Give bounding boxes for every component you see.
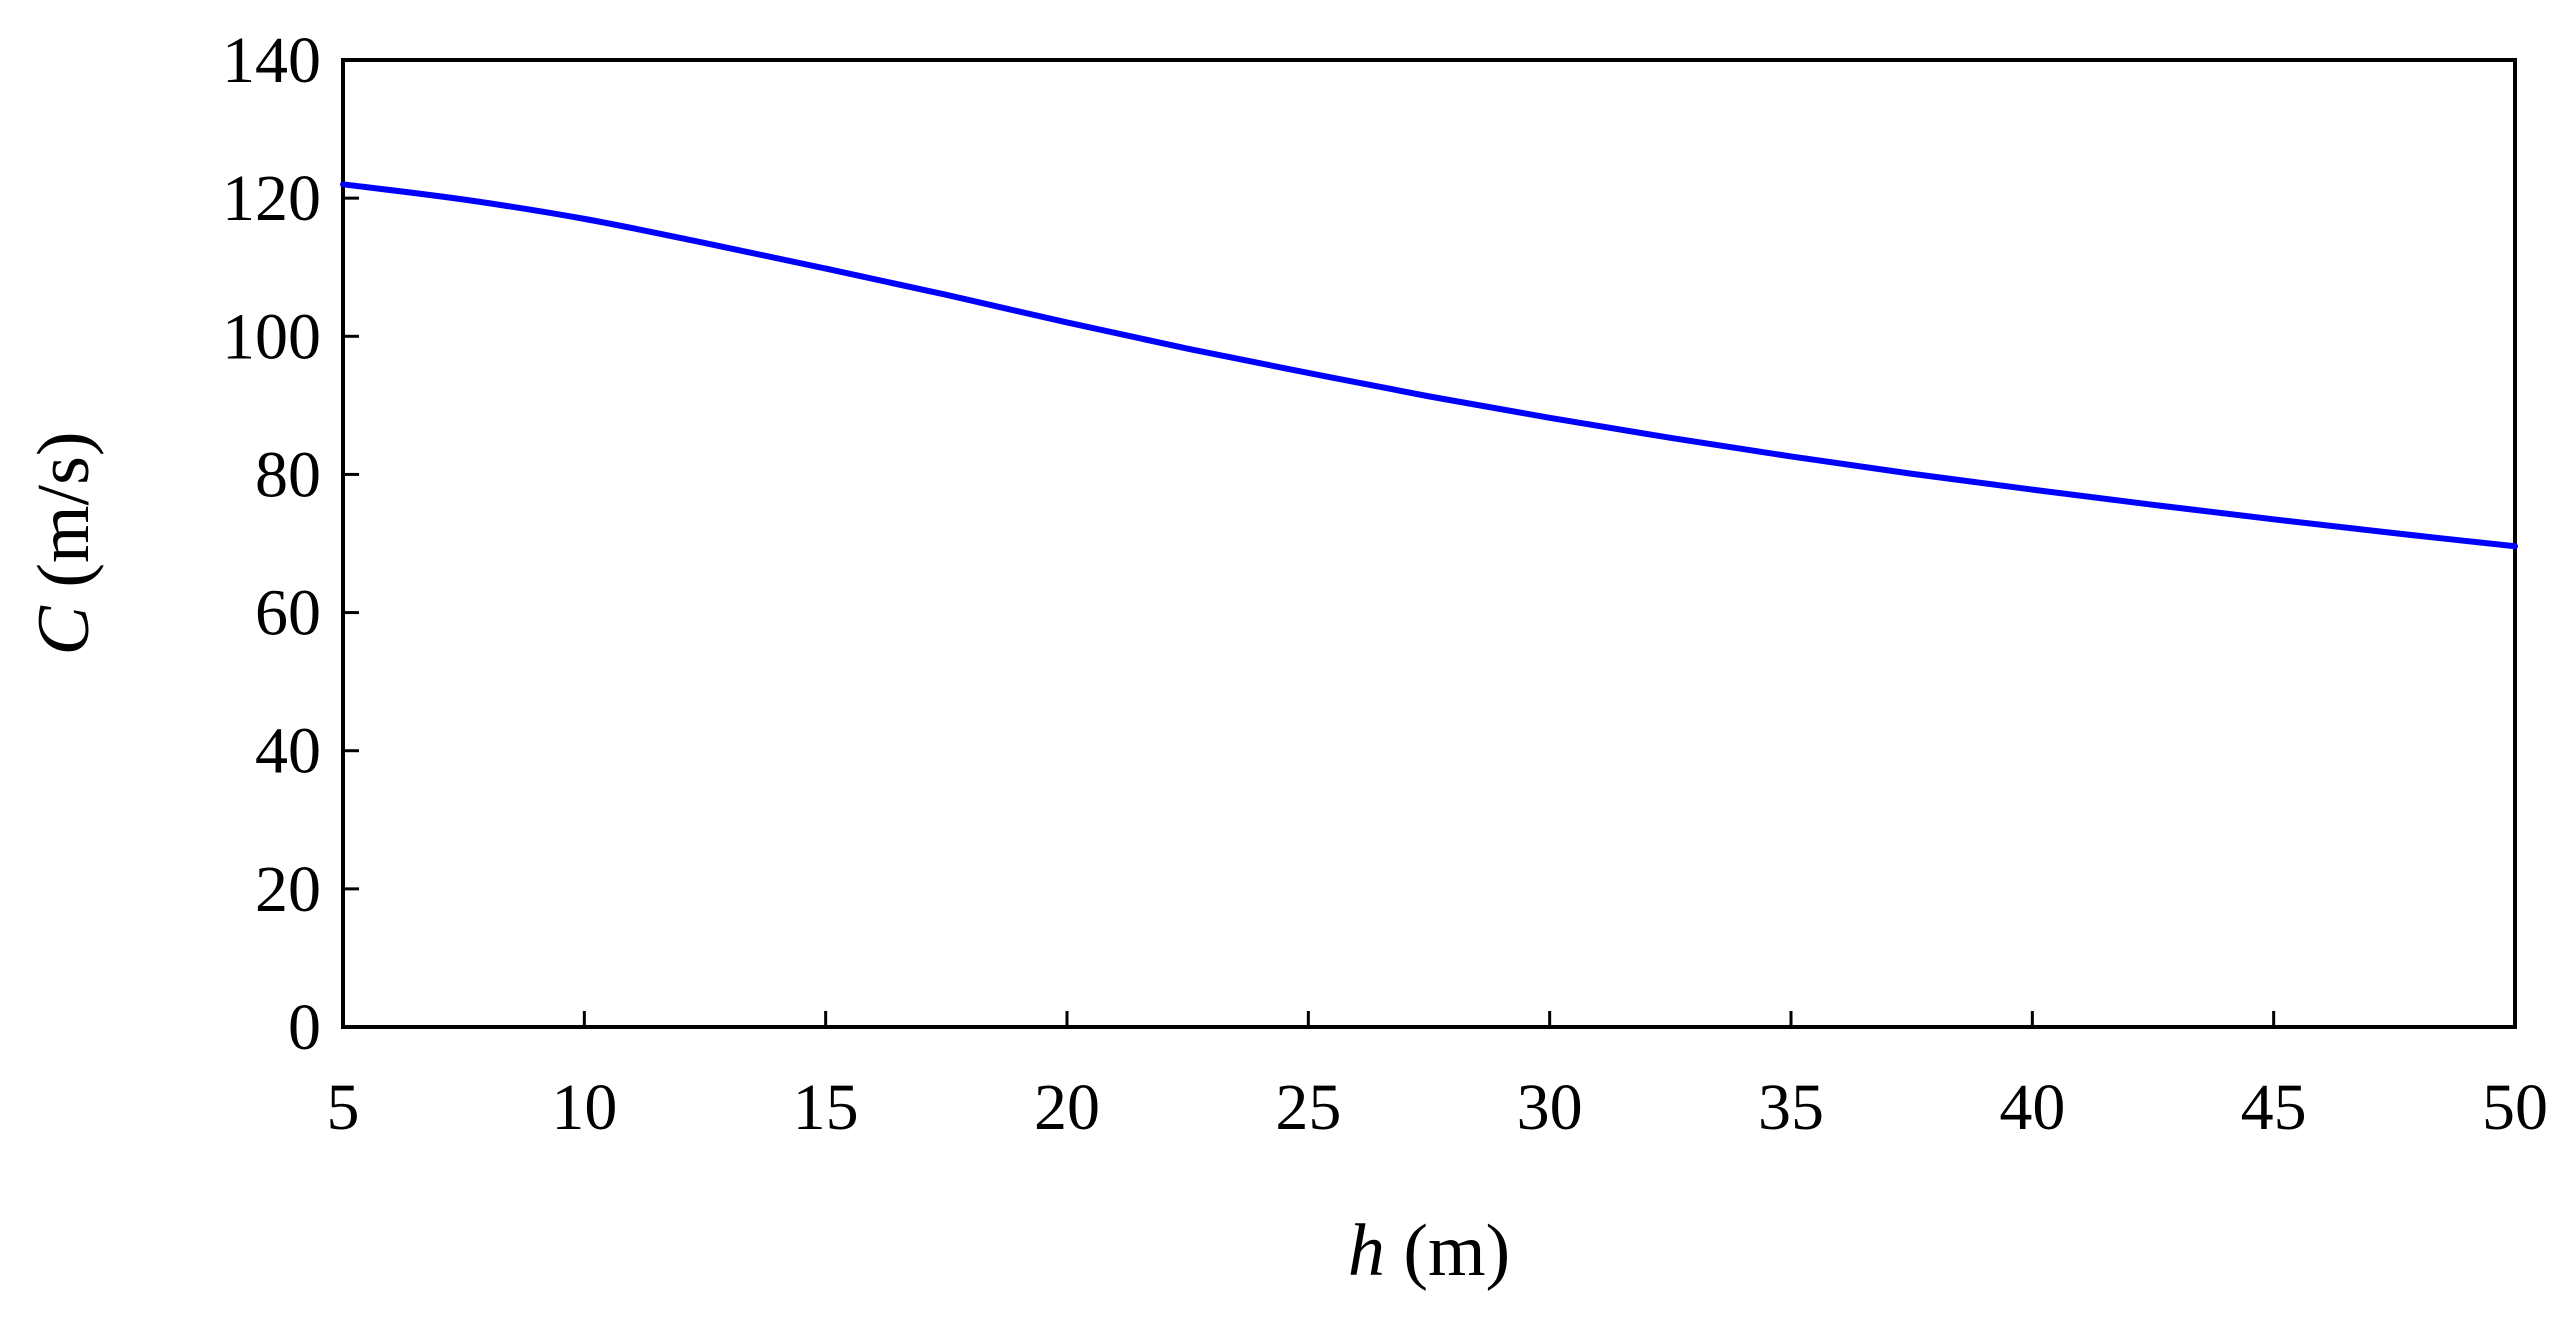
x-tick-label: 25 (1275, 1071, 1341, 1144)
x-tick-label: 35 (1758, 1071, 1824, 1144)
x-tick-label: 40 (1999, 1071, 2065, 1144)
y-axis-variable: C (23, 605, 105, 656)
series-layer (340, 181, 2518, 550)
x-tick-label: 30 (1517, 1071, 1583, 1144)
x-axis-variable: h (1348, 1210, 1385, 1292)
y-tick-label: 120 (222, 162, 321, 235)
y-axis-unit: (m/s) (23, 431, 105, 606)
y-axis-title: C (m/s) (23, 431, 105, 655)
y-tick-label: 100 (222, 300, 321, 373)
x-tick-label: 50 (2482, 1071, 2548, 1144)
series-line-0 (340, 181, 2518, 550)
y-axis-ticks: 0 20 40 60 80 100 120 140 (222, 24, 359, 1064)
y-tick-label: 140 (222, 24, 321, 97)
y-tick-label: 0 (288, 991, 321, 1064)
x-tick-label: 15 (793, 1071, 859, 1144)
y-tick-label: 20 (255, 853, 321, 926)
x-tick-label: 10 (551, 1071, 617, 1144)
x-axis-ticks: 5 10 15 20 25 30 35 40 45 50 (327, 1011, 2548, 1144)
plot-area (341, 58, 2517, 1029)
x-tick-label: 20 (1034, 1071, 1100, 1144)
x-tick-label: 45 (2241, 1071, 2307, 1144)
x-axis-unit: (m) (1385, 1210, 1510, 1292)
y-tick-label: 40 (255, 715, 321, 788)
x-axis-title: h (m) (1348, 1210, 1510, 1292)
x-tick-label: 5 (327, 1071, 360, 1144)
y-tick-label: 60 (255, 577, 321, 650)
y-tick-label: 80 (255, 438, 321, 511)
